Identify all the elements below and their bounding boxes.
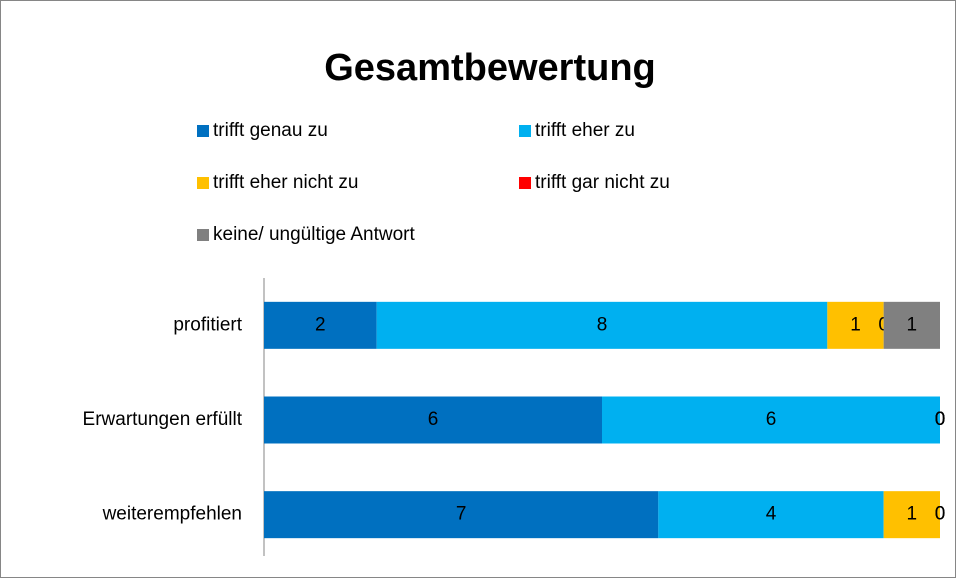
bar-segment — [827, 301, 884, 349]
data-label: 0 — [935, 409, 946, 430]
data-label: 4 — [766, 504, 777, 525]
bar-segment — [264, 491, 659, 539]
bar-segment — [883, 491, 940, 539]
data-label: 8 — [597, 314, 608, 335]
data-label: 0 — [935, 504, 946, 525]
legend-swatch — [197, 229, 209, 241]
legend-label: keine/ ungültige Antwort — [213, 224, 415, 245]
bar-segment — [264, 396, 602, 444]
data-label: 7 — [456, 504, 467, 525]
category-label: weiterempfehlen — [102, 504, 242, 525]
data-label: 1 — [850, 314, 861, 335]
legend-swatch — [197, 125, 209, 137]
category-label: profitiert — [173, 314, 242, 335]
bar-segment — [883, 301, 940, 349]
data-label: 2 — [315, 314, 326, 335]
legend-swatch — [197, 177, 209, 189]
legend-label: trifft eher nicht zu — [213, 172, 358, 193]
bar-segment — [264, 301, 377, 349]
legend-swatch — [519, 177, 531, 189]
data-label: 0 — [935, 504, 946, 525]
legend-label: trifft genau zu — [213, 120, 328, 141]
bar-segment — [376, 301, 828, 349]
legend-swatch — [519, 125, 531, 137]
bar-segment — [602, 396, 940, 444]
bar-segment — [658, 491, 884, 539]
legend-label: trifft gar nicht zu — [535, 172, 670, 193]
data-label: 1 — [907, 504, 918, 525]
data-label: 0 — [935, 409, 946, 430]
data-label: 0 — [935, 409, 946, 430]
data-label: 6 — [766, 409, 777, 430]
data-label: 1 — [907, 314, 918, 335]
chart-title: Gesamtbewertung — [324, 47, 656, 89]
category-label: Erwartungen erfüllt — [83, 409, 243, 430]
legend-label: trifft eher zu — [535, 120, 635, 141]
data-label: 6 — [428, 409, 439, 430]
